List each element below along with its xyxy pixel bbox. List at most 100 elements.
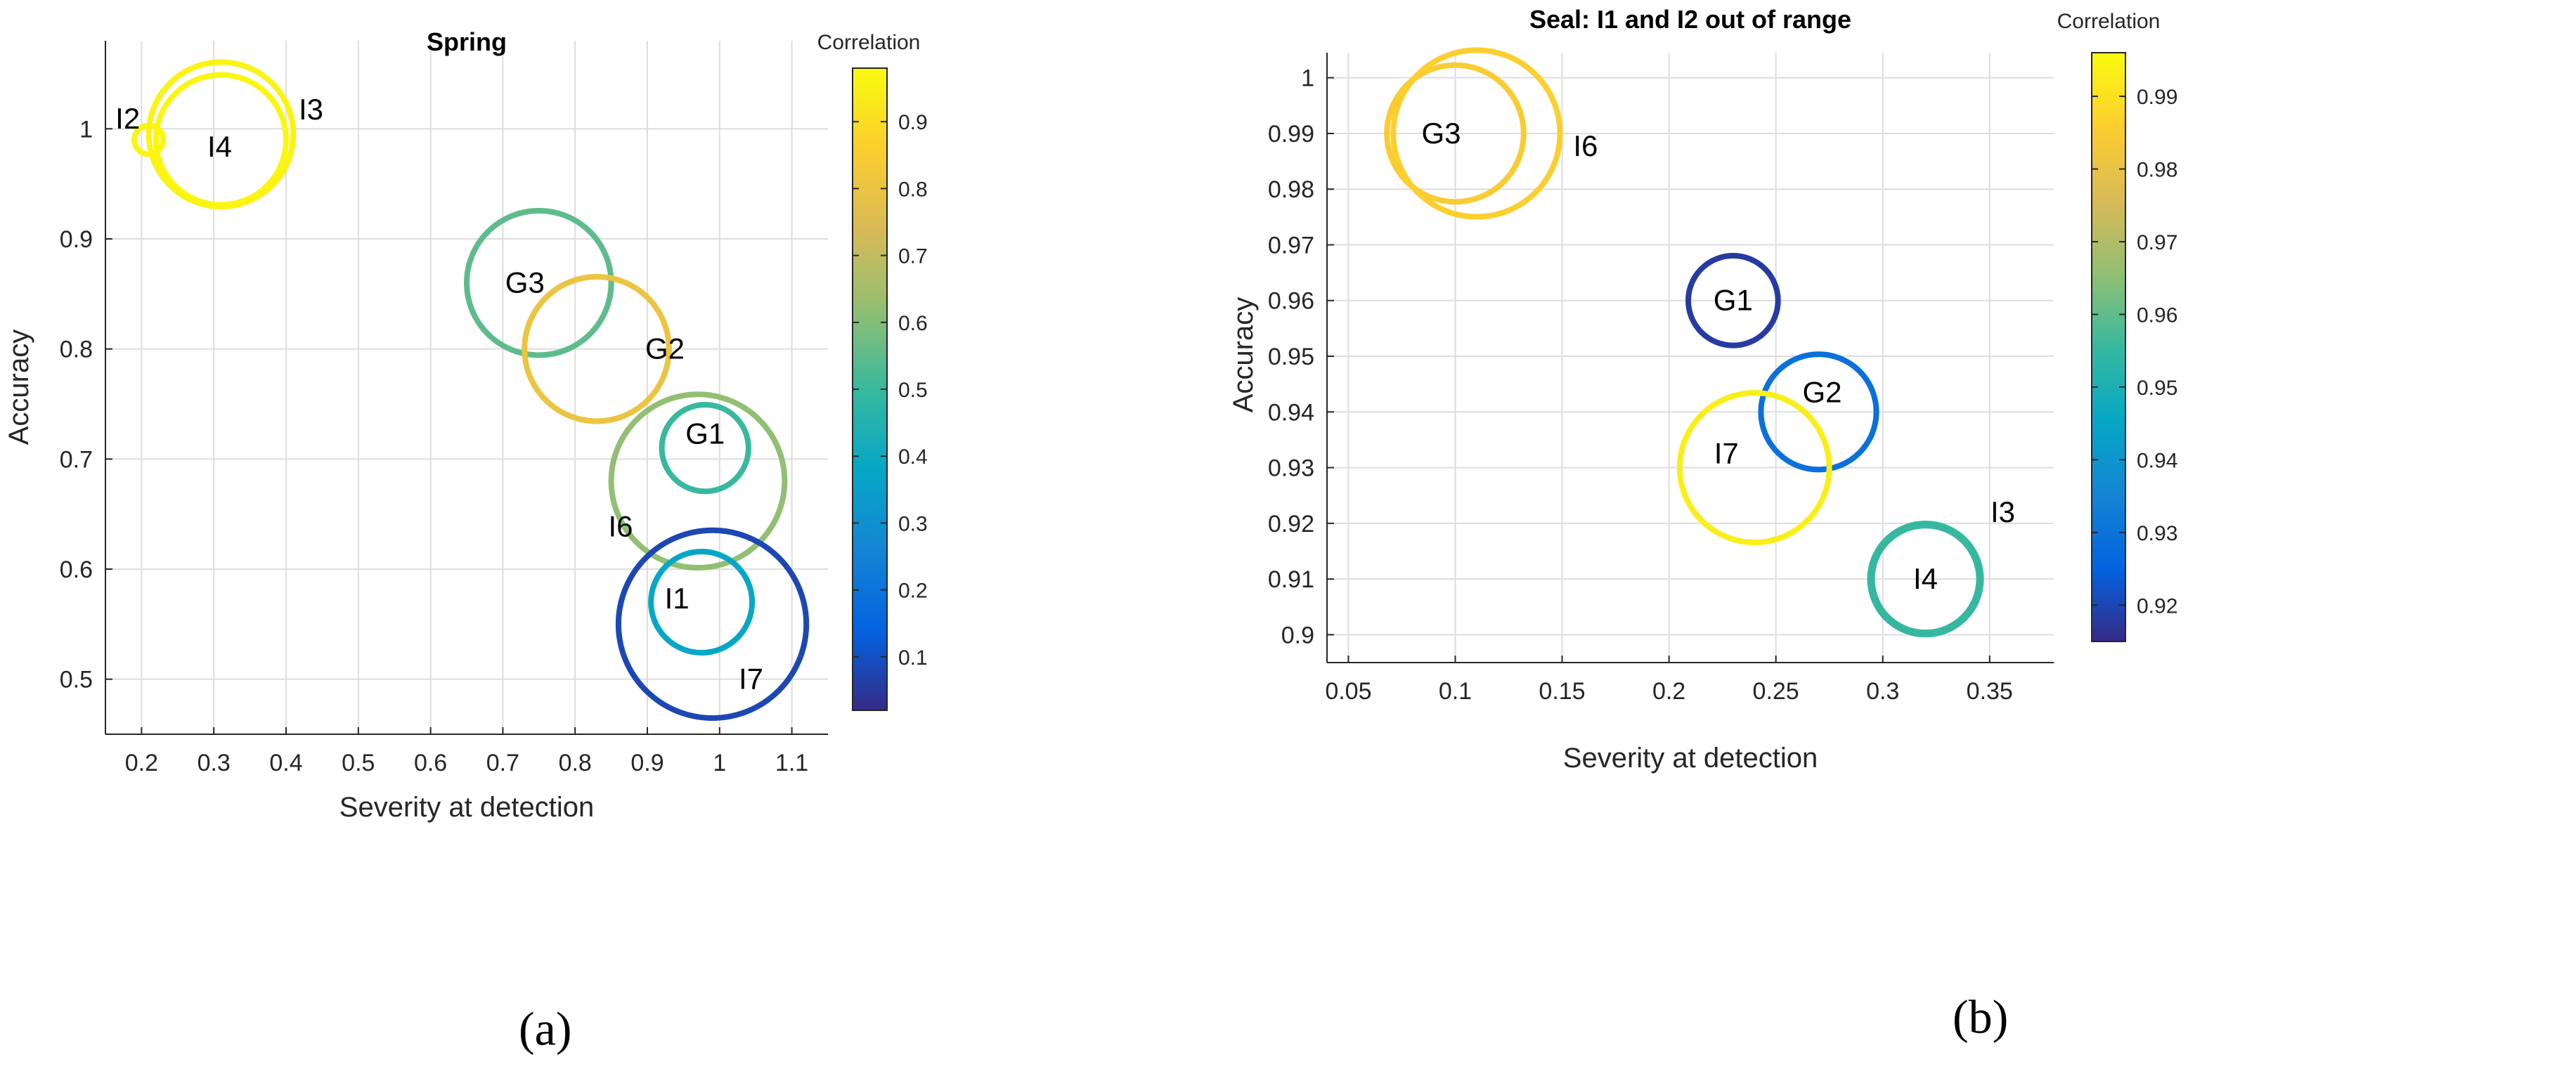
x-tick-label: 0.8 bbox=[559, 750, 592, 776]
bubble-g3 bbox=[1384, 62, 1527, 205]
y-tick-label: 0.99 bbox=[1268, 121, 1314, 148]
colorbar-tick-label: 0.7 bbox=[898, 245, 928, 268]
y-tick-labels: 0.9 0.91 0.92 0.93 0.94 0.95 0.96 0.97 0.98 0.99 1 bbox=[1268, 65, 1334, 649]
point-label-i3: I3 bbox=[299, 93, 323, 126]
point-labels: I2 I4 I3 G3 G2 I6 G1 I7 I1 bbox=[115, 93, 763, 695]
x-tick-labels: 0.05 0.1 0.15 0.2 0.25 0.3 0.35 bbox=[1325, 656, 2013, 705]
chart-panel-spring: 0.2 0.3 0.4 0.5 0.6 0.7 0.8 0.9 1 1.1 0.5 0.6 0.7 0.8… bbox=[4, 27, 928, 823]
colorbar-label: Correlation bbox=[817, 31, 921, 54]
x-tick-label: 0.15 bbox=[1539, 678, 1585, 705]
colorbar-tick-label: 0.1 bbox=[898, 646, 928, 670]
colorbar-gradient bbox=[2091, 52, 2126, 642]
x-tick-label: 1 bbox=[713, 750, 726, 776]
panel-caption-a-text: (a) bbox=[519, 1002, 572, 1055]
x-tick-label: 1.1 bbox=[775, 750, 808, 776]
x-tick-labels: 0.2 0.3 0.4 0.5 0.6 0.7 0.8 0.9 1 1.1 bbox=[125, 727, 808, 776]
colorbar-tick-label: 0.3 bbox=[898, 512, 928, 535]
y-tick-label: 0.9 bbox=[60, 226, 93, 253]
panel-caption-b-text: (b) bbox=[1953, 990, 2009, 1043]
y-tick-labels: 0.5 0.6 0.7 0.8 0.9 1 bbox=[60, 116, 112, 693]
y-tick-label: 0.7 bbox=[60, 446, 93, 473]
panel-caption-b: (b) bbox=[1953, 989, 2008, 1045]
bubble-i7 bbox=[1676, 390, 1832, 545]
colorbar: 0.92 0.93 0.94 0.95 0.96 0.97 0.98 0.99 Correlat… bbox=[2057, 10, 2177, 642]
bubble-i7 bbox=[615, 527, 810, 721]
x-tick-label: 0.1 bbox=[1439, 678, 1472, 705]
colorbar-tick-label: 0.9 bbox=[898, 111, 928, 134]
colorbar-tick-label: 0.6 bbox=[898, 312, 928, 335]
x-tick-label: 0.25 bbox=[1753, 678, 1799, 705]
point-label-i7: I7 bbox=[739, 662, 763, 695]
chart-title: Spring bbox=[427, 27, 507, 56]
y-tick-label: 0.96 bbox=[1268, 288, 1314, 315]
point-labels: G3 I6 G1 G2 I7 I4 I3 bbox=[1421, 117, 2015, 595]
x-tick-label: 0.35 bbox=[1967, 678, 2013, 705]
x-tick-label: 0.3 bbox=[198, 750, 231, 776]
colorbar-tick-label: 0.98 bbox=[2137, 159, 2177, 182]
point-label-g1: G1 bbox=[685, 417, 725, 450]
y-tick-label: 0.93 bbox=[1268, 455, 1314, 482]
point-label-g3: G3 bbox=[1421, 117, 1461, 150]
y-axis-label: Accuracy bbox=[4, 330, 34, 445]
point-label-i1: I1 bbox=[665, 582, 690, 615]
x-axis-label: Severity at detection bbox=[1563, 743, 1818, 774]
bubble-g1 bbox=[1685, 252, 1781, 348]
plot-area bbox=[105, 41, 828, 734]
point-label-g3: G3 bbox=[505, 266, 545, 299]
x-tick-label: 0.2 bbox=[1652, 678, 1685, 705]
x-tick-label: 0.9 bbox=[630, 750, 664, 776]
x-tick-label: 0.4 bbox=[269, 750, 302, 776]
y-tick-label: 0.91 bbox=[1268, 566, 1314, 593]
y-axis-label: Accuracy bbox=[1228, 297, 1259, 413]
colorbar-tick-label: 0.95 bbox=[2137, 377, 2177, 400]
y-tick-label: 0.95 bbox=[1268, 344, 1314, 370]
bubble-i3 bbox=[1867, 521, 1984, 638]
data-points bbox=[131, 59, 810, 721]
colorbar-tick-label: 0.4 bbox=[898, 445, 928, 469]
colorbar-tick-label: 0.8 bbox=[898, 178, 928, 201]
x-axis-label: Severity at detection bbox=[339, 792, 594, 823]
point-label-i4: I4 bbox=[207, 130, 232, 163]
point-label-g2: G2 bbox=[1802, 375, 1842, 408]
plot-area bbox=[1327, 53, 2054, 663]
colorbar-tick-label: 0.5 bbox=[898, 379, 928, 402]
x-tick-label: 0.7 bbox=[486, 750, 519, 776]
colorbar-tick-label: 0.92 bbox=[2137, 594, 2177, 618]
colorbar: 0.1 0.2 0.3 0.4 0.5 0.6 0.7 0.8 0.9 Correlation bbox=[817, 31, 928, 711]
bubble-g3 bbox=[464, 207, 614, 358]
y-tick-label: 0.9 bbox=[1281, 622, 1314, 649]
point-label-i7: I7 bbox=[1714, 437, 1739, 470]
point-label-i4: I4 bbox=[1913, 562, 1938, 595]
bubble-i6 bbox=[608, 391, 788, 571]
point-label-i6: I6 bbox=[608, 510, 633, 543]
point-label-g2: G2 bbox=[645, 332, 685, 365]
colorbar-tick-label: 0.93 bbox=[2137, 522, 2177, 545]
colorbar-label: Correlation bbox=[2057, 10, 2161, 33]
bubble-g1 bbox=[659, 401, 751, 495]
bubble-i3 bbox=[145, 59, 297, 209]
x-tick-label: 0.6 bbox=[414, 750, 447, 776]
bubble-g2 bbox=[522, 273, 672, 424]
bubble-g2 bbox=[1758, 351, 1879, 473]
colorbar-tick-label: 0.94 bbox=[2137, 449, 2177, 472]
point-label-i2: I2 bbox=[115, 102, 140, 135]
y-tick-label: 0.94 bbox=[1268, 399, 1314, 426]
bubble-i1 bbox=[648, 549, 756, 656]
colorbar-tick-label: 0.96 bbox=[2137, 304, 2177, 327]
chart-panel-seal: 0.05 0.1 0.15 0.2 0.25 0.3 0.35 0.9 0.91 0.92 0.93… bbox=[1228, 5, 2177, 774]
y-tick-label: 0.5 bbox=[60, 667, 93, 693]
y-tick-label: 0.6 bbox=[60, 556, 93, 583]
x-tick-label: 0.05 bbox=[1325, 678, 1371, 705]
y-tick-label: 0.8 bbox=[60, 337, 93, 363]
bubble-i6 bbox=[1390, 47, 1563, 220]
colorbar-tick-label: 0.97 bbox=[2137, 231, 2177, 254]
colorbar-tick-label: 0.99 bbox=[2137, 86, 2177, 109]
point-label-i3: I3 bbox=[1991, 495, 2015, 528]
chart-title: Seal: I1 and I2 out of range bbox=[1529, 5, 1851, 34]
y-tick-label: 0.97 bbox=[1268, 232, 1314, 259]
point-label-i6: I6 bbox=[1573, 129, 1598, 162]
point-label-g1: G1 bbox=[1714, 284, 1753, 317]
x-tick-label: 0.5 bbox=[342, 750, 375, 776]
data-points bbox=[1384, 47, 1984, 638]
